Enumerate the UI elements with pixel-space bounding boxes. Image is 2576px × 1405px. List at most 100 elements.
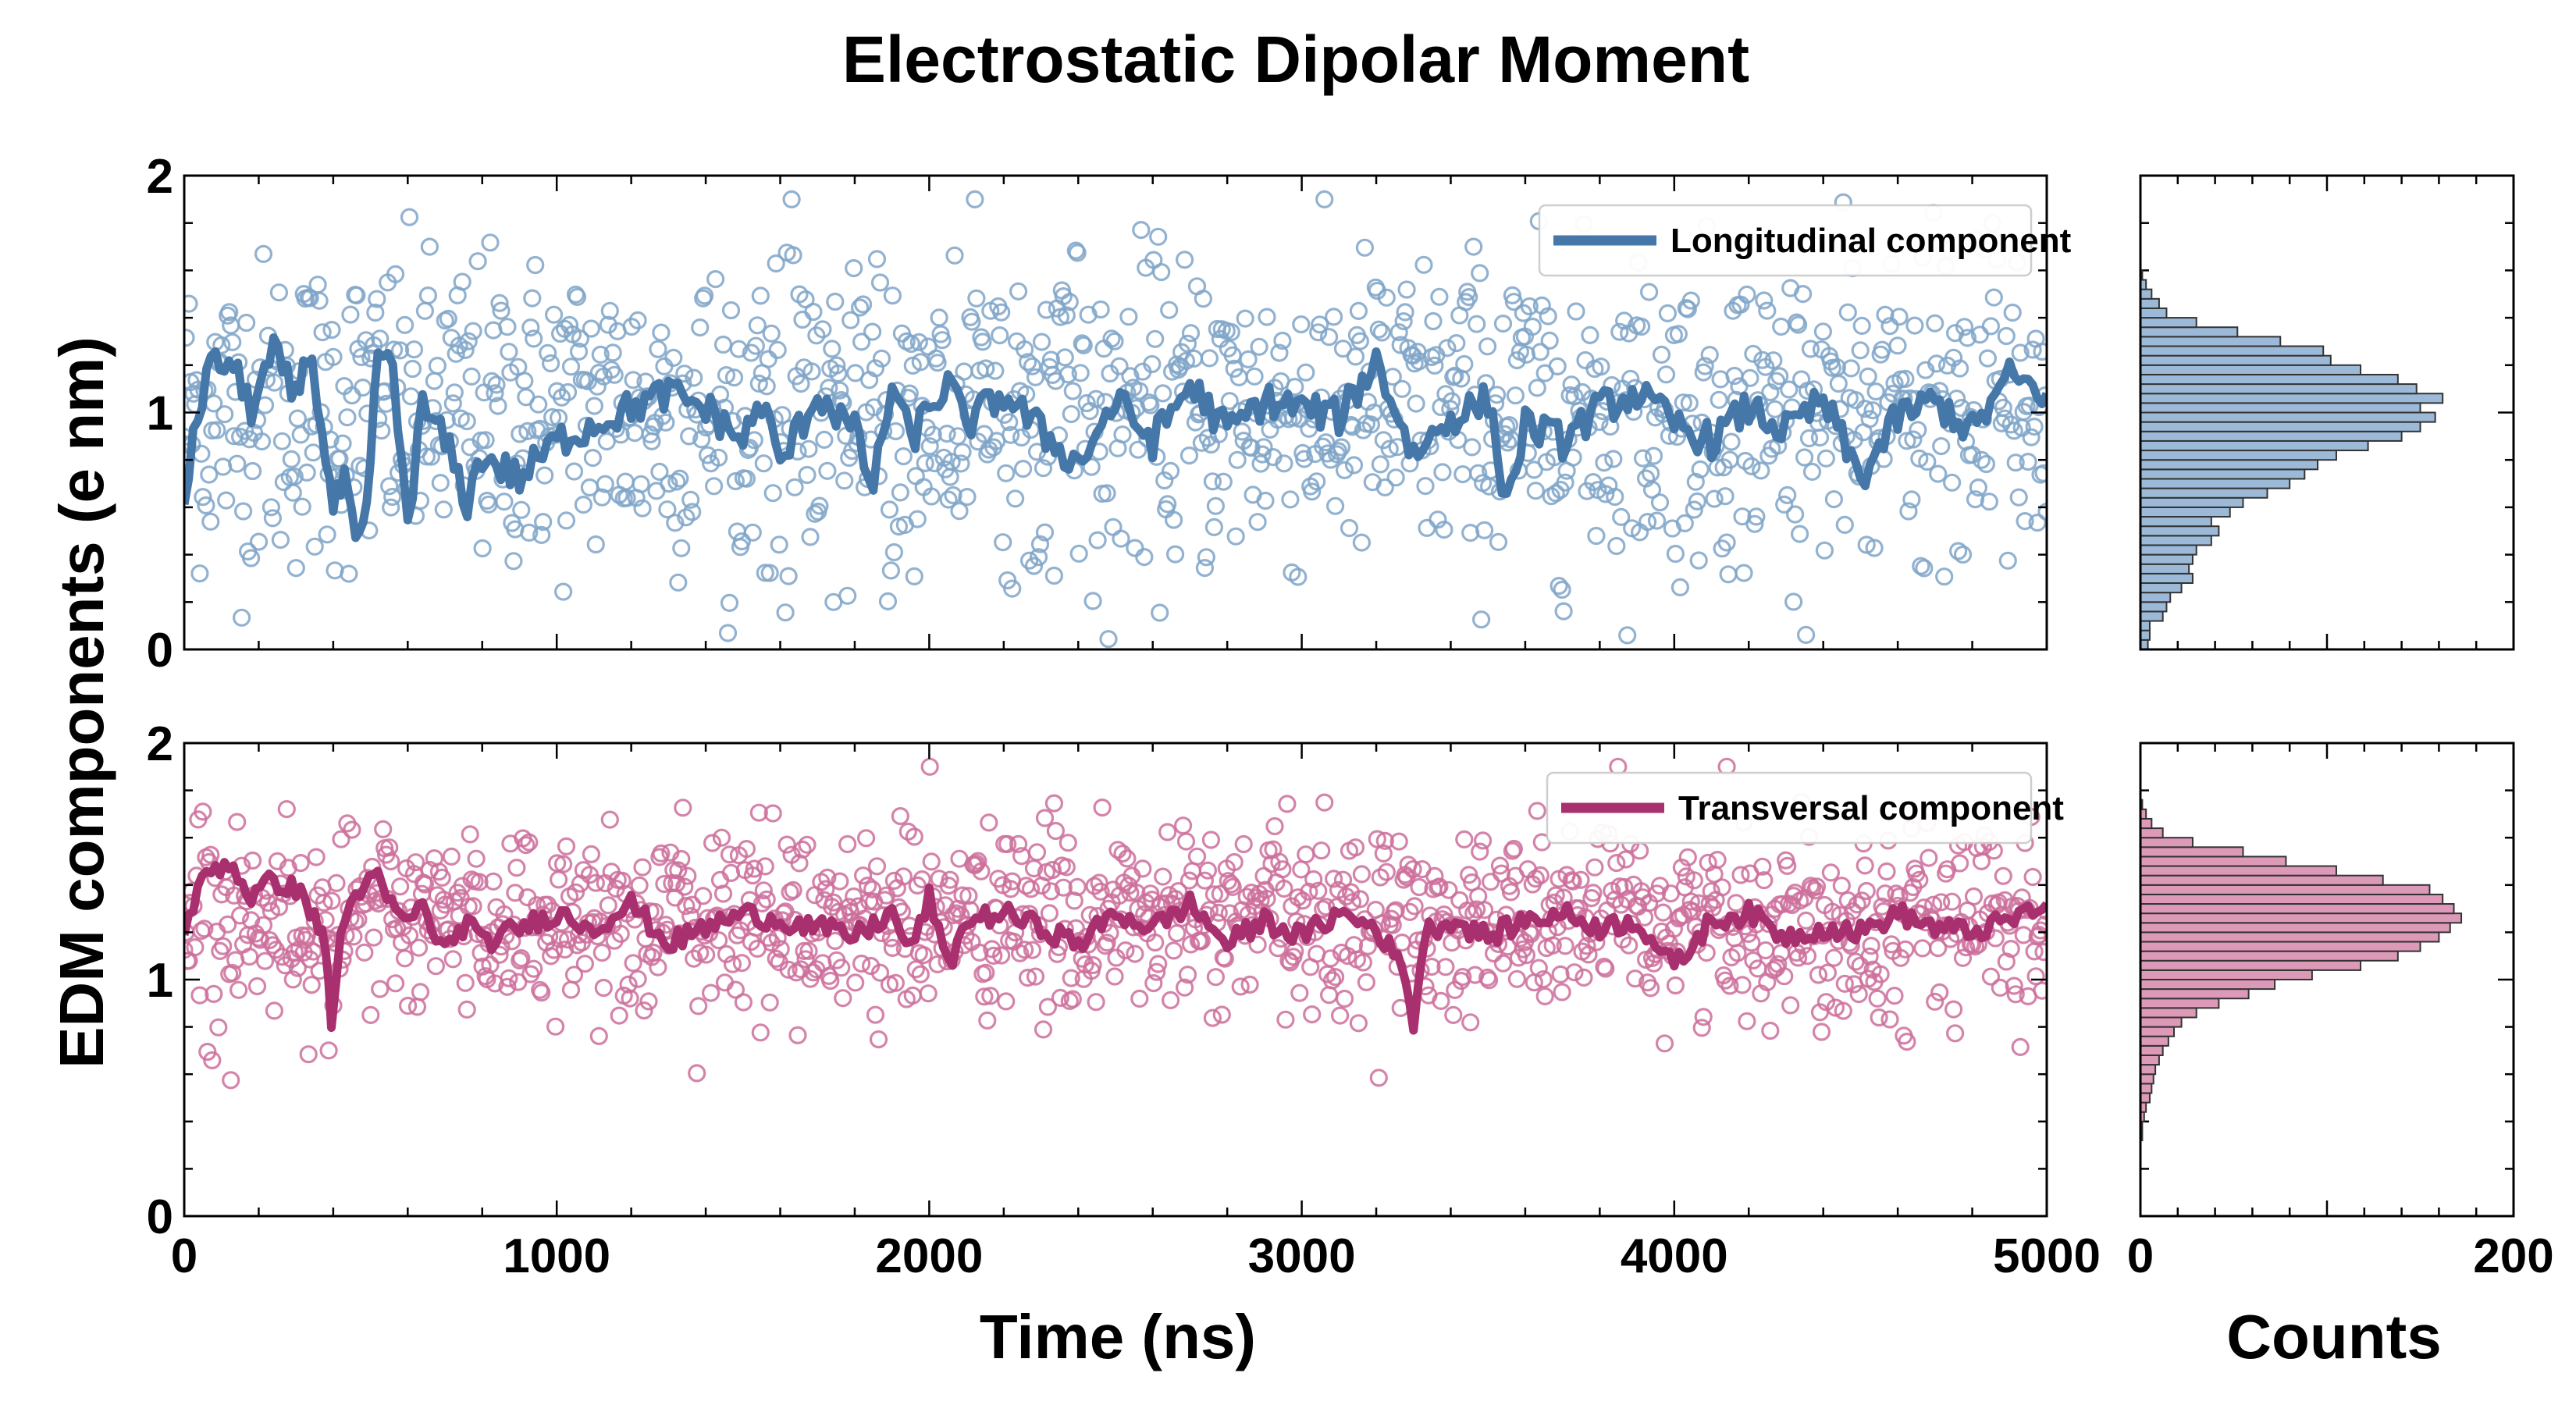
transversal-scatter-point <box>1126 944 1144 963</box>
longitudinal-scatter-point <box>1606 487 1624 507</box>
transversal-scatter-point <box>1018 968 1037 987</box>
transversal-scatter-point <box>1023 941 1042 959</box>
transversal-scatter-point <box>561 980 581 999</box>
transversal-scatter-point <box>1240 975 1259 994</box>
longitudinal-scatter-point <box>1553 580 1571 599</box>
longitudinal-scatter-point <box>870 273 890 292</box>
longitudinal-scatter-point <box>1469 464 1488 482</box>
longitudinal-scatter-point <box>271 530 290 550</box>
transversal-scatter-point <box>1167 923 1187 943</box>
transversal-scatter-point <box>1504 839 1524 859</box>
longitudinal-scatter-point <box>1634 449 1653 468</box>
longitudinal-scatter-point <box>1245 367 1264 386</box>
longitudinal-scatter-point <box>1742 457 1761 476</box>
transversal-scatter-point <box>2034 943 2047 962</box>
longitudinal-scatter-point <box>1110 357 1129 375</box>
transversal-scatter-point <box>1849 984 1868 1004</box>
transversal-scatter-point <box>1369 1069 1388 1087</box>
longitudinal-scatter-point <box>617 489 636 507</box>
longitudinal-scatter-point <box>1222 322 1240 342</box>
transversal-scatter-point <box>1753 857 1772 876</box>
longitudinal-scatter-point <box>1030 535 1050 553</box>
longitudinal-scatter-point <box>1829 374 1848 393</box>
longitudinal-scatter-point <box>841 311 860 329</box>
transversal-scatter-point <box>484 872 503 891</box>
longitudinal-scatter-point <box>603 343 622 362</box>
longitudinal-scatter-point <box>1642 480 1662 500</box>
longitudinal-scatter-point <box>1755 291 1774 310</box>
transversal-scatter-point <box>1278 795 1297 813</box>
transversal-scatter-point <box>905 827 923 846</box>
transversal-scatter-point <box>546 1017 565 1036</box>
transversal-hist-bar <box>2140 1044 2164 1056</box>
longitudinal-scatter-point <box>498 318 517 336</box>
transversal-scatter-point <box>1293 891 1312 910</box>
transversal-scatter-point <box>1994 866 2012 885</box>
longitudinal-scatter-point <box>810 496 829 515</box>
transversal-scatter-point <box>1054 878 1073 897</box>
transversal-scatter-point <box>1091 882 1110 901</box>
transversal-scatter-point <box>1775 967 1794 986</box>
transversal-scatter-point <box>817 880 835 898</box>
longitudinal-scatter-point <box>1644 446 1663 465</box>
transversal-scatter-point <box>357 895 375 913</box>
transversal-scatter-point <box>564 966 584 984</box>
transversal-scatter-point <box>1297 845 1315 864</box>
longitudinal-scatter-point <box>737 469 756 488</box>
longitudinal-scatter-point <box>1233 422 1251 441</box>
longitudinal-scatter-point <box>759 350 777 368</box>
longitudinal-scatter-point <box>557 511 576 530</box>
longitudinal-scatter-point <box>568 287 587 306</box>
longitudinal-scatter-point <box>194 488 212 507</box>
longitudinal-scatter-point <box>1738 285 1756 304</box>
longitudinal-scatter-point <box>1860 410 1879 429</box>
longitudinal-scatter-point <box>991 326 1009 345</box>
longitudinal-scatter-point <box>1548 357 1567 375</box>
longitudinal-scatter-point <box>237 313 256 333</box>
longitudinal-scatter-point <box>1929 464 1948 483</box>
transversal-running-mean-line <box>184 858 2047 1035</box>
transversal-scatter-point <box>1040 904 1059 923</box>
longitudinal-scatter-point <box>1389 323 1408 342</box>
transversal-scatter-point <box>1154 867 1172 886</box>
transversal-scatter-point <box>1212 1005 1231 1024</box>
longitudinal-scatter-point <box>1181 324 1201 343</box>
transversal-scatter-point <box>826 931 845 951</box>
transversal-scatter-point <box>1322 971 1342 990</box>
longitudinal-scatter-point <box>1567 302 1585 321</box>
transversal-hist-bar <box>2140 979 2276 991</box>
longitudinal-scatter-point <box>826 292 845 311</box>
longitudinal-scatter-point <box>1705 489 1724 508</box>
transversal-scatter-point <box>247 976 267 996</box>
longitudinal-scatter-point <box>1132 221 1151 240</box>
transversal-scatter-point <box>633 858 652 877</box>
longitudinal-scatter-point <box>1550 576 1568 596</box>
transversal-scatter-point <box>1059 834 1077 852</box>
longitudinal-hist-bar <box>2140 393 2444 404</box>
longitudinal-scatter-point <box>1927 354 1946 373</box>
longitudinal-scatter-point <box>1816 449 1835 468</box>
longitudinal-hist-bar <box>2140 572 2194 585</box>
longitudinal-scatter-point <box>1691 460 1710 479</box>
longitudinal-scatter-point <box>1455 354 1474 374</box>
transversal-scatter-point <box>1405 897 1424 916</box>
longitudinal-scatter-point <box>272 432 291 450</box>
transversal-scatter-point <box>1147 962 1166 981</box>
longitudinal-scatter-point <box>286 559 305 578</box>
transversal-scatter-point <box>1835 974 1854 993</box>
longitudinal-scatter-point <box>1161 461 1180 481</box>
x-tick-label: 0 <box>171 1229 197 1283</box>
longitudinal-scatter-point <box>1035 523 1055 542</box>
longitudinal-scatter-point <box>698 446 717 464</box>
transversal-scatter-point <box>209 1018 228 1037</box>
longitudinal-scatter-point <box>1126 539 1144 557</box>
longitudinal-hist-bar <box>2140 326 2239 338</box>
transversal-scatter-point <box>1315 793 1334 812</box>
longitudinal-scatter-point <box>520 523 539 542</box>
longitudinal-scatter-point <box>382 498 400 517</box>
transversal-hist-bar <box>2140 903 2455 915</box>
longitudinal-scatter-point <box>1745 514 1764 533</box>
longitudinal-scatter-point <box>1801 340 1820 358</box>
longitudinal-scatter-point <box>1880 317 1899 336</box>
longitudinal-scatter-point <box>2025 417 2044 436</box>
